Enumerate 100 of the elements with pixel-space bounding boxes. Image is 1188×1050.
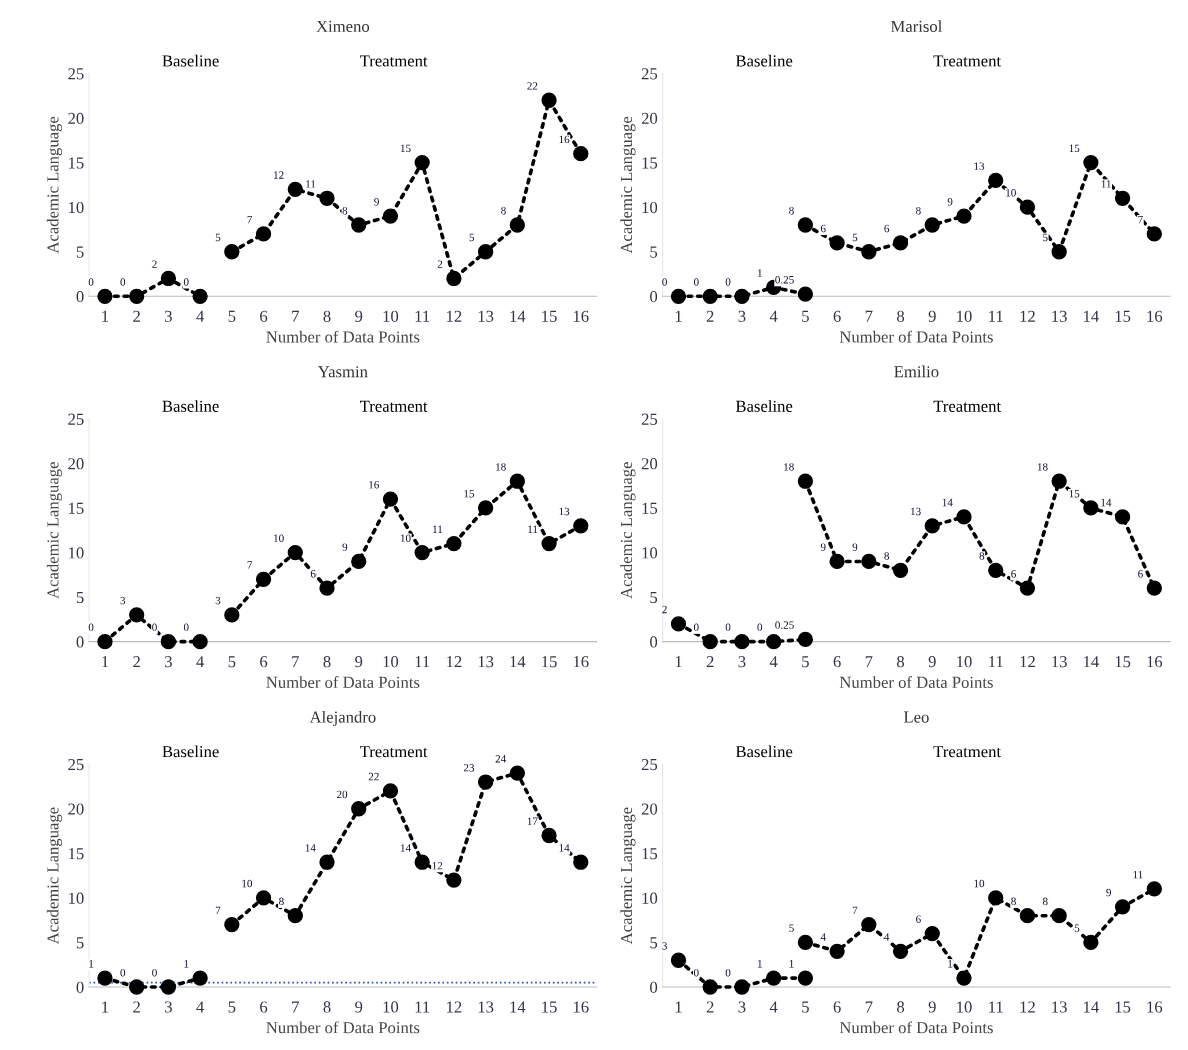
point — [924, 217, 940, 233]
data-label: 10 — [242, 879, 253, 888]
x-tick-label: 16 — [573, 310, 589, 322]
data-label: 11 — [528, 525, 538, 533]
point — [541, 92, 557, 108]
data-label: 2 — [437, 260, 443, 268]
point — [734, 288, 750, 304]
point — [670, 616, 687, 632]
y-tick-label: 10 — [69, 892, 84, 904]
point — [224, 607, 240, 623]
x-tick-label: 12 — [447, 656, 462, 668]
data-label: 8 — [1011, 897, 1016, 906]
y-tick-label: 20 — [68, 803, 84, 815]
x-tick-label: 7 — [865, 656, 873, 668]
x-tick-label: 16 — [1147, 310, 1163, 322]
point — [382, 491, 399, 507]
data-label: 22 — [368, 772, 379, 781]
x-axis-title: Number of Data Points — [839, 676, 993, 688]
point — [956, 970, 972, 986]
point — [1114, 509, 1131, 525]
data-label: 10 — [974, 879, 985, 888]
data-label: 6 — [820, 224, 826, 233]
point — [541, 827, 557, 844]
y-tick-label: 0 — [76, 981, 84, 993]
x-tick-label: 1 — [675, 1001, 682, 1013]
y-tick-label: 20 — [68, 458, 84, 470]
chart-title: Alejandro — [309, 710, 376, 727]
text: Baseline — [735, 54, 793, 67]
x-tick-label: 11 — [415, 310, 430, 322]
y-axis-title: Academic Language — [620, 807, 636, 945]
y-tick-label: 25 — [68, 68, 84, 80]
data-label: 9 — [947, 198, 953, 206]
x-tick-label: 10 — [957, 1001, 972, 1013]
point — [670, 952, 687, 968]
point — [477, 500, 494, 516]
data-label: 6 — [884, 224, 890, 233]
x-tick-label: 14 — [510, 1001, 526, 1013]
x-tick-label: 12 — [447, 310, 462, 322]
data-label: 15 — [400, 144, 411, 153]
data-label: 1 — [89, 960, 94, 968]
y-tick-label: 10 — [69, 201, 84, 214]
y-axis-title: Academic Language — [46, 462, 63, 599]
x-tick-label: 15 — [1115, 310, 1131, 322]
x-tick-label: 5 — [228, 310, 236, 322]
x-tick-label: 12 — [1020, 656, 1035, 668]
point — [1051, 908, 1067, 924]
point — [861, 244, 877, 260]
data-label: 16 — [369, 481, 380, 489]
text: Treatment — [359, 746, 428, 758]
point — [1146, 881, 1162, 897]
point — [670, 288, 687, 304]
x-tick-label: 3 — [165, 310, 172, 322]
data-label: 0 — [152, 623, 157, 632]
data-label: 5 — [469, 233, 475, 242]
x-tick-label: 12 — [1020, 1001, 1035, 1013]
data-label: 1 — [948, 960, 953, 968]
point — [1051, 473, 1067, 489]
y-tick-label: 0 — [650, 636, 658, 648]
point — [414, 154, 430, 171]
x-tick-label: 3 — [738, 1001, 746, 1013]
x-tick-label: 3 — [165, 1001, 172, 1013]
text: Baseline — [162, 54, 219, 67]
x-tick-label: 10 — [957, 656, 972, 668]
text: Baseline — [162, 400, 219, 412]
y-tick-label: 5 — [650, 591, 658, 604]
y-tick-label: 5 — [76, 591, 84, 604]
x-tick-label: 7 — [865, 310, 873, 322]
point — [892, 235, 909, 251]
data-label: 11 — [306, 180, 316, 188]
point — [287, 181, 303, 197]
point — [192, 288, 208, 304]
point — [224, 244, 240, 260]
data-label: 1 — [757, 269, 762, 277]
data-label: 14 — [400, 844, 411, 852]
text: Treatment — [359, 55, 428, 67]
point — [892, 943, 909, 959]
x-tick-label: 4 — [196, 656, 205, 668]
x-tick-label: 6 — [260, 1001, 268, 1013]
x-tick-label: 3 — [738, 310, 746, 322]
point — [861, 553, 877, 570]
x-axis-title: Number of Data Points — [839, 1021, 993, 1034]
data-label: 9 — [820, 543, 826, 551]
data-label: 24 — [495, 755, 507, 763]
y-tick-label: 15 — [642, 502, 658, 514]
point — [160, 270, 177, 287]
x-tick-label: 9 — [355, 656, 363, 668]
point — [702, 634, 718, 650]
point — [509, 217, 525, 233]
data-label: 0 — [725, 623, 731, 632]
data-label: 1 — [757, 960, 762, 968]
point — [351, 553, 367, 570]
x-tick-label: 14 — [1084, 310, 1099, 322]
point — [797, 473, 814, 489]
data-label: 13 — [911, 507, 921, 516]
x-tick-label: 6 — [833, 310, 841, 322]
point — [351, 801, 367, 817]
point — [1083, 934, 1099, 951]
y-tick-label: 0 — [650, 981, 658, 993]
data-label: 0 — [662, 278, 667, 286]
y-tick-label: 15 — [69, 157, 84, 169]
